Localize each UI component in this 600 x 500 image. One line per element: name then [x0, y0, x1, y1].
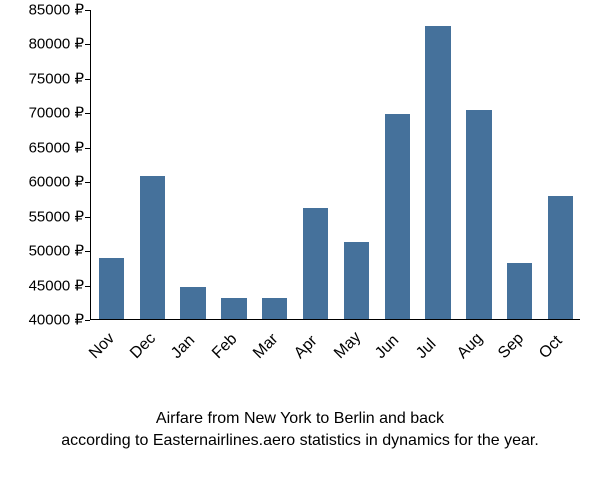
y-tick-mark	[85, 79, 90, 80]
bar	[548, 196, 573, 319]
bars-container	[91, 10, 580, 319]
bar	[99, 258, 124, 319]
bar	[507, 263, 532, 319]
y-tick-mark	[85, 182, 90, 183]
y-tick-label: 85000 ₽	[0, 3, 90, 18]
airfare-bar-chart: 40000 ₽ 45000 ₽ 50000 ₽ 55000 ₽ 60000 ₽ 65000…	[0, 0, 600, 500]
bar	[385, 114, 410, 319]
y-tick-mark	[85, 251, 90, 252]
caption-line-2: according to Easternairlines.aero statis…	[0, 430, 600, 452]
y-tick-label: 60000 ₽	[0, 175, 90, 190]
y-tick-mark	[85, 113, 90, 114]
y-tick-mark	[85, 320, 90, 321]
bar	[303, 208, 328, 319]
y-tick-mark	[85, 10, 90, 11]
bar	[425, 26, 450, 319]
y-tick-mark	[85, 44, 90, 45]
y-tick-mark	[85, 217, 90, 218]
bar	[466, 110, 491, 319]
y-tick-label: 50000 ₽	[0, 244, 90, 259]
bar	[140, 176, 165, 319]
y-tick-label: 45000 ₽	[0, 278, 90, 293]
y-tick-label: 70000 ₽	[0, 106, 90, 121]
y-tick-mark	[85, 148, 90, 149]
y-tick-label: 80000 ₽	[0, 37, 90, 52]
y-tick-mark	[85, 286, 90, 287]
bar	[344, 242, 369, 319]
y-tick-label: 65000 ₽	[0, 140, 90, 155]
y-tick-label: 40000 ₽	[0, 313, 90, 328]
caption-line-1: Airfare from New York to Berlin and back	[0, 408, 600, 430]
plot-area	[90, 10, 580, 320]
y-tick-label: 55000 ₽	[0, 209, 90, 224]
y-tick-label: 75000 ₽	[0, 71, 90, 86]
